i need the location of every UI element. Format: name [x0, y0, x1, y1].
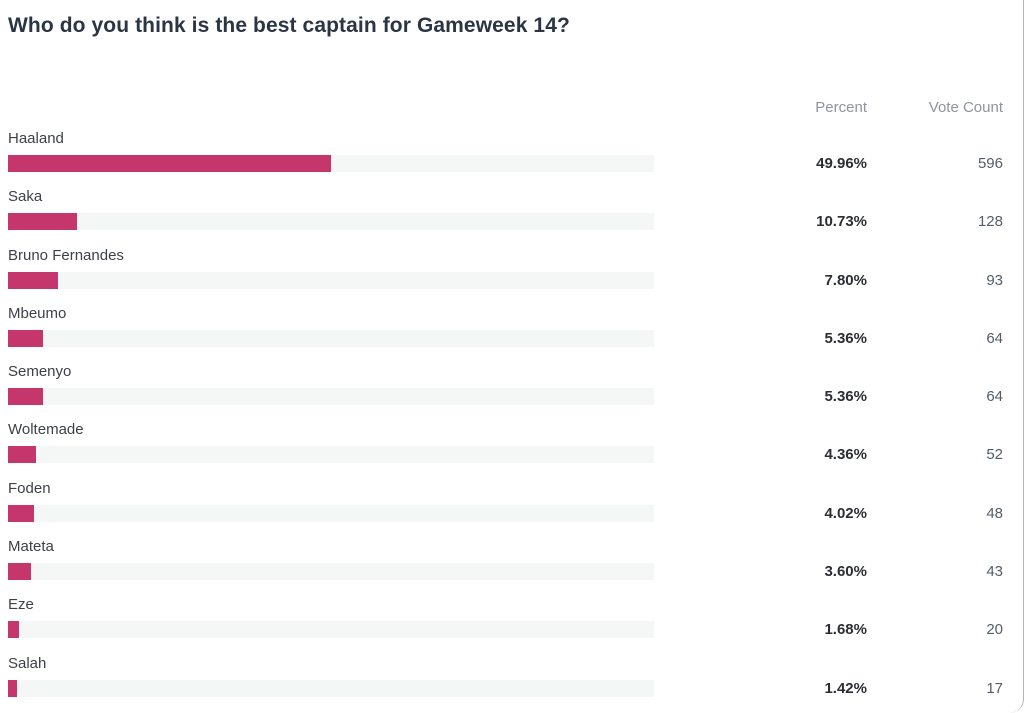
poll-option-row: Salah 1.42% 17: [0, 650, 1023, 708]
percent-value: 4.36%: [824, 446, 867, 464]
percent-column-header: Percent: [815, 99, 867, 116]
poll-option-row: Eze 1.68% 20: [0, 591, 1023, 649]
vote-count-value: 128: [977, 213, 1003, 231]
vote-count-value: 93: [986, 271, 1003, 289]
percent-value: 5.36%: [824, 388, 867, 406]
vote-bar-track: [8, 621, 654, 639]
percent-value: 7.80%: [824, 271, 867, 289]
vote-bar-fill: [8, 329, 43, 347]
vote-bar-track: [8, 504, 654, 522]
poll-rows: Haaland 49.96% 596 Saka 10.73% 128 Bruno…: [0, 125, 1023, 708]
percent-value: 3.60%: [824, 563, 867, 581]
option-label: Salah: [8, 654, 47, 672]
vote-bar-track: [8, 388, 654, 406]
vote-bar-fill: [8, 446, 37, 464]
poll-option-row: Haaland 49.96% 596: [0, 125, 1023, 183]
vote-bar-track: [8, 563, 654, 581]
option-label: Haaland: [8, 130, 64, 147]
option-label: Eze: [8, 596, 34, 614]
vote-count-value: 48: [986, 504, 1003, 522]
vote-bar-track: [8, 446, 654, 464]
poll-option-row: Woltemade 4.36% 52: [0, 416, 1023, 474]
percent-value: 1.42%: [824, 679, 867, 697]
poll-option-row: Saka 10.73% 128: [0, 183, 1023, 241]
vote-bar-fill: [8, 155, 331, 172]
option-label: Foden: [8, 479, 51, 497]
poll-option-row: Semenyo 5.36% 64: [0, 358, 1023, 416]
percent-value: 4.02%: [824, 504, 867, 522]
vote-count-value: 52: [986, 446, 1003, 464]
vote-count-value: 64: [986, 388, 1003, 406]
vote-bar-fill: [8, 213, 78, 231]
vote-bar-fill: [8, 563, 32, 581]
poll-option-row: Bruno Fernandes 7.80% 93: [0, 242, 1023, 300]
vote-bar-fill: [8, 621, 19, 639]
vote-bar-track: [8, 679, 654, 697]
poll-option-row: Foden 4.02% 48: [0, 475, 1023, 533]
percent-value: 10.73%: [816, 213, 867, 231]
option-label: Mateta: [8, 538, 54, 556]
vote-count-column-header: Vote Count: [928, 99, 1003, 116]
vote-count-value: 20: [986, 621, 1003, 639]
vote-bar-fill: [8, 271, 59, 289]
vote-bar-fill: [8, 504, 34, 522]
vote-bar-track: [8, 329, 654, 347]
vote-count-value: 64: [986, 329, 1003, 347]
option-label: Woltemade: [8, 421, 84, 439]
vote-count-value: 17: [986, 679, 1003, 697]
poll-option-row: Mateta 3.60% 43: [0, 533, 1023, 591]
percent-value: 5.36%: [824, 329, 867, 347]
vote-count-value: 43: [986, 563, 1003, 581]
percent-value: 49.96%: [816, 155, 867, 172]
poll-option-row: Mbeumo 5.36% 64: [0, 300, 1023, 358]
vote-bar-track: [8, 271, 654, 289]
option-label: Mbeumo: [8, 304, 67, 322]
poll-title: Who do you think is the best captain for…: [8, 14, 570, 37]
vote-bar-track: [8, 155, 654, 172]
vote-bar-track: [8, 213, 654, 231]
option-label: Saka: [8, 188, 43, 206]
vote-bar-fill: [8, 388, 43, 406]
percent-value: 1.68%: [824, 621, 867, 639]
option-label: Semenyo: [8, 363, 72, 381]
vote-bar-fill: [8, 679, 18, 697]
vote-count-value: 596: [977, 155, 1003, 172]
option-label: Bruno Fernandes: [8, 246, 124, 264]
